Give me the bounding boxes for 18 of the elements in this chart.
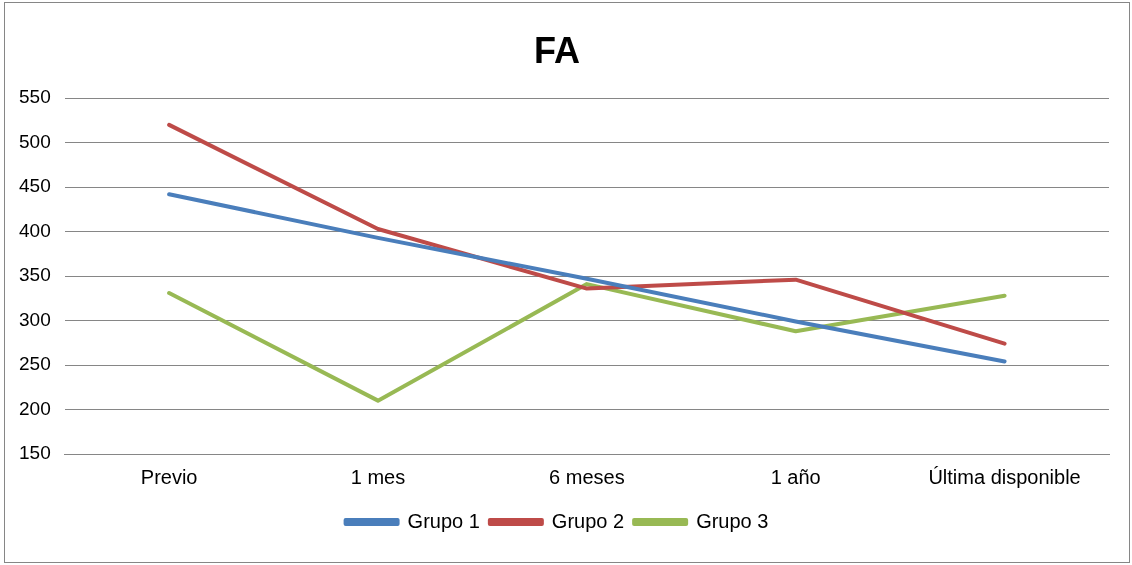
y-tick-label: 450	[19, 175, 51, 197]
y-tick-label: 250	[19, 353, 51, 375]
x-tick-label: 1 mes	[350, 465, 406, 488]
y-tick-label: 550	[19, 86, 51, 108]
y-tick-label: 500	[19, 130, 51, 152]
y-tick-label: 350	[19, 264, 51, 286]
legend-label: Grupo 3	[696, 509, 769, 532]
y-tick-label: 150	[19, 442, 51, 464]
x-tick-label: Previo	[140, 465, 198, 488]
chart-title: FA	[533, 29, 581, 71]
x-tick-label: 6 meses	[549, 465, 625, 488]
legend-label: Grupo 1	[407, 509, 480, 532]
legend-label: Grupo 2	[551, 509, 625, 532]
y-tick-label: 200	[19, 397, 51, 419]
y-tick-label: 400	[19, 219, 51, 241]
y-tick-label: 300	[19, 308, 51, 330]
x-tick-label: Última disponible	[928, 465, 1081, 488]
x-tick-label: 1 año	[770, 465, 821, 488]
